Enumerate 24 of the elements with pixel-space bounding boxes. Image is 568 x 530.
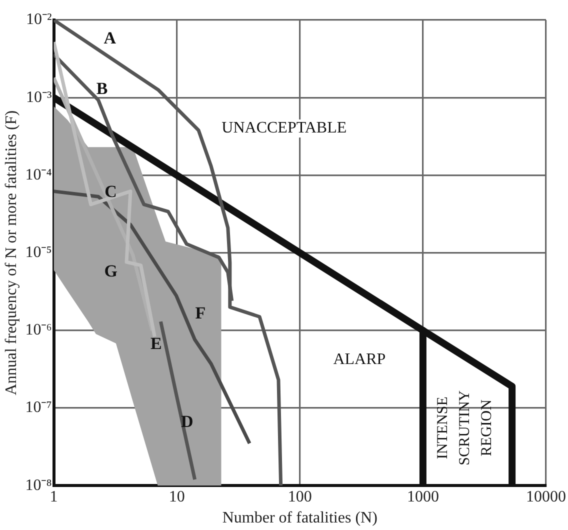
series-label: F (195, 304, 206, 323)
series-label: A (104, 28, 117, 48)
annotation: G (104, 262, 118, 281)
y-tick-label: 10⁻⁶ (25, 322, 52, 339)
series-label: C (104, 182, 117, 201)
annotation: UNACCEPTABLE (222, 120, 347, 137)
annotation: ALARP (333, 351, 386, 368)
x-tick-label: 10000 (526, 488, 566, 506)
series-label: B (96, 79, 108, 98)
x-tick-label: 1 (50, 488, 58, 506)
y-tick-label: 10⁻⁸ (25, 476, 52, 494)
x-tick-label: 10 (168, 488, 185, 506)
y-tick-label: 10⁻⁵ (25, 244, 52, 262)
annotation: INTENSE SCRUTINY REGION (435, 390, 496, 466)
y-tick-label: 10⁻⁷ (25, 399, 52, 416)
series-label: D (181, 412, 194, 432)
x-tick-label: 1000 (406, 488, 439, 506)
y-tick-label: 10⁻² (26, 11, 52, 28)
y-axis-title: Annual frequency of N or more fatalities (F) (2, 110, 20, 396)
y-tick-label: 10⁻⁴ (25, 166, 52, 184)
series-label: E (150, 334, 162, 353)
x-axis-title: Number of fatalities (N) (222, 510, 378, 527)
y-tick-label: 10⁻³ (26, 88, 52, 106)
x-tick-label: 100 (288, 488, 312, 506)
